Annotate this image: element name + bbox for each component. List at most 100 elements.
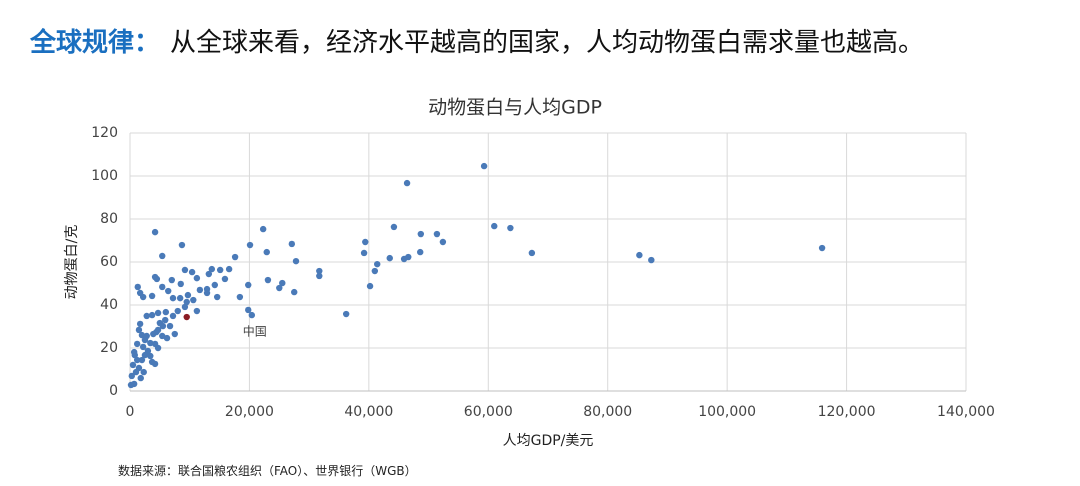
point xyxy=(205,270,213,278)
point xyxy=(203,289,211,297)
x-tick-label: 140,000 xyxy=(937,404,995,420)
point xyxy=(188,268,196,276)
point xyxy=(211,281,218,289)
point xyxy=(405,253,412,261)
x-tick-label: 40,000 xyxy=(344,404,393,420)
point xyxy=(148,311,156,319)
heading-text: 从全球来看，经济水平越高的国家，人均动物蛋白需求量也越高。 xyxy=(170,28,925,58)
point xyxy=(433,230,441,238)
point xyxy=(636,251,643,259)
point xyxy=(208,265,216,273)
point xyxy=(316,272,323,280)
point xyxy=(143,312,150,320)
point xyxy=(154,344,162,352)
point xyxy=(276,284,283,292)
point xyxy=(213,293,221,301)
y-tick-label: 80 xyxy=(100,211,118,227)
point xyxy=(374,260,381,268)
y-axis-label: 动物蛋白/克 xyxy=(64,225,80,300)
point xyxy=(390,223,398,231)
point xyxy=(130,380,138,388)
x-tick-label: 120,000 xyxy=(818,404,876,420)
point xyxy=(159,332,166,340)
heading-label: 全球规律： xyxy=(30,28,161,58)
point xyxy=(135,326,143,334)
point xyxy=(163,334,171,342)
point xyxy=(144,347,152,355)
y-tick-label: 120 xyxy=(91,125,118,141)
point xyxy=(139,343,147,351)
point xyxy=(166,322,174,330)
point xyxy=(366,282,374,290)
point xyxy=(162,316,169,324)
point xyxy=(193,307,201,315)
point xyxy=(133,340,141,348)
point xyxy=(159,322,167,330)
point xyxy=(159,252,166,260)
point xyxy=(216,266,224,274)
point xyxy=(225,265,233,273)
point xyxy=(491,222,498,230)
point xyxy=(137,374,144,382)
point xyxy=(193,274,201,282)
point xyxy=(279,279,286,287)
point xyxy=(128,372,135,380)
y-tick-label: 60 xyxy=(100,254,118,270)
point xyxy=(818,244,826,252)
point xyxy=(178,241,186,249)
point xyxy=(133,356,141,364)
point xyxy=(181,303,189,311)
y-tick-label: 40 xyxy=(100,297,118,313)
point xyxy=(171,330,178,338)
point xyxy=(136,320,144,328)
point xyxy=(196,286,204,294)
point xyxy=(169,312,177,320)
point xyxy=(264,276,272,284)
point xyxy=(263,248,270,256)
x-tick-label: 100,000 xyxy=(698,404,756,420)
point xyxy=(248,311,256,319)
highlight-point xyxy=(183,313,190,321)
point xyxy=(177,280,184,288)
point xyxy=(174,307,181,315)
point xyxy=(259,225,267,233)
point xyxy=(236,293,244,301)
point xyxy=(148,292,156,300)
point xyxy=(143,332,150,340)
point xyxy=(184,291,192,299)
point xyxy=(316,267,323,275)
point xyxy=(245,281,252,289)
point xyxy=(342,310,350,318)
source-note: 数据来源：联合国粮农组织（FAO）、世界银行（WGB） xyxy=(118,464,417,478)
point xyxy=(288,240,296,248)
y-tick-label: 20 xyxy=(100,340,118,356)
point xyxy=(386,254,393,262)
chart-title: 动物蛋白与人均GDP xyxy=(428,97,602,119)
point xyxy=(231,253,239,261)
point xyxy=(129,361,137,369)
point xyxy=(528,249,536,257)
point xyxy=(169,294,177,302)
y-tick-label: 0 xyxy=(109,383,118,399)
x-tick-label: 20,000 xyxy=(225,404,274,420)
point xyxy=(417,248,424,256)
point xyxy=(190,296,197,304)
point xyxy=(138,356,146,364)
point xyxy=(140,368,147,376)
point xyxy=(360,249,368,257)
point xyxy=(162,308,170,316)
point xyxy=(291,288,298,296)
annotation: 中国 xyxy=(243,324,267,339)
point xyxy=(159,283,166,291)
x-tick-label: 0 xyxy=(126,404,135,420)
point xyxy=(165,287,172,295)
point xyxy=(139,293,147,301)
point xyxy=(135,364,143,372)
point xyxy=(130,348,138,356)
point xyxy=(648,256,655,264)
point xyxy=(168,276,175,284)
x-axis-label: 人均GDP/美元 xyxy=(503,433,594,449)
point xyxy=(147,339,154,347)
